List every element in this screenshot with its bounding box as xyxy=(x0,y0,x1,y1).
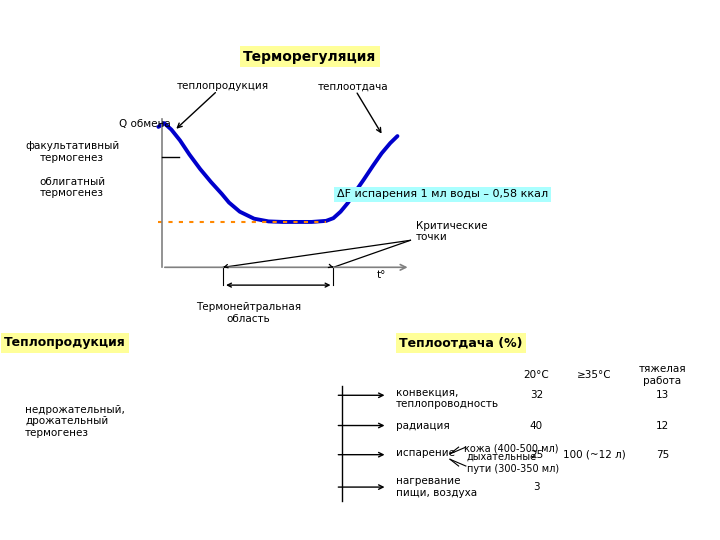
Text: дыхательные
пути (300-350 мл): дыхательные пути (300-350 мл) xyxy=(467,452,559,474)
Text: Терморегуляция: Терморегуляция xyxy=(243,50,377,64)
Text: нагревание
пищи, воздуха: нагревание пищи, воздуха xyxy=(396,476,477,498)
Text: 100 (~12 л): 100 (~12 л) xyxy=(562,450,626,460)
Text: Критические
точки: Критические точки xyxy=(416,221,487,242)
Text: 12: 12 xyxy=(656,421,669,430)
Text: кожа (400-500 мл): кожа (400-500 мл) xyxy=(464,443,558,453)
Text: тяжелая
работа: тяжелая работа xyxy=(639,364,686,386)
Text: 20°С: 20°С xyxy=(523,370,549,380)
Text: теплопродукция: теплопродукция xyxy=(177,82,269,91)
Text: теплоотдача: теплоотдача xyxy=(318,82,388,91)
Text: облигатный
термогенез: облигатный термогенез xyxy=(39,177,105,198)
Text: t°: t° xyxy=(377,271,387,280)
Text: 40: 40 xyxy=(530,421,543,430)
Text: 75: 75 xyxy=(656,450,669,460)
Text: 25: 25 xyxy=(530,450,543,460)
Text: конвекция,
теплопроводность: конвекция, теплопроводность xyxy=(396,388,499,409)
Text: ΔF испарения 1 мл воды – 0,58 ккал: ΔF испарения 1 мл воды – 0,58 ккал xyxy=(337,190,549,199)
Text: Теплоотдача (%): Теплоотдача (%) xyxy=(399,336,523,349)
Text: Q обмена: Q обмена xyxy=(119,119,171,129)
Text: факультативный
термогенез: факультативный термогенез xyxy=(25,141,119,163)
Text: Теплопродукция: Теплопродукция xyxy=(4,336,126,349)
Text: радиация: радиация xyxy=(396,421,450,430)
Text: недрожательный,
дрожательный
термогенез: недрожательный, дрожательный термогенез xyxy=(25,404,125,438)
Text: 32: 32 xyxy=(530,390,543,400)
Text: испарение: испарение xyxy=(396,448,455,457)
Text: 13: 13 xyxy=(656,390,669,400)
Text: 3: 3 xyxy=(533,482,540,492)
Text: ≥35°С: ≥35°С xyxy=(577,370,611,380)
Text: Термонейтральная
область: Термонейтральная область xyxy=(196,302,301,324)
